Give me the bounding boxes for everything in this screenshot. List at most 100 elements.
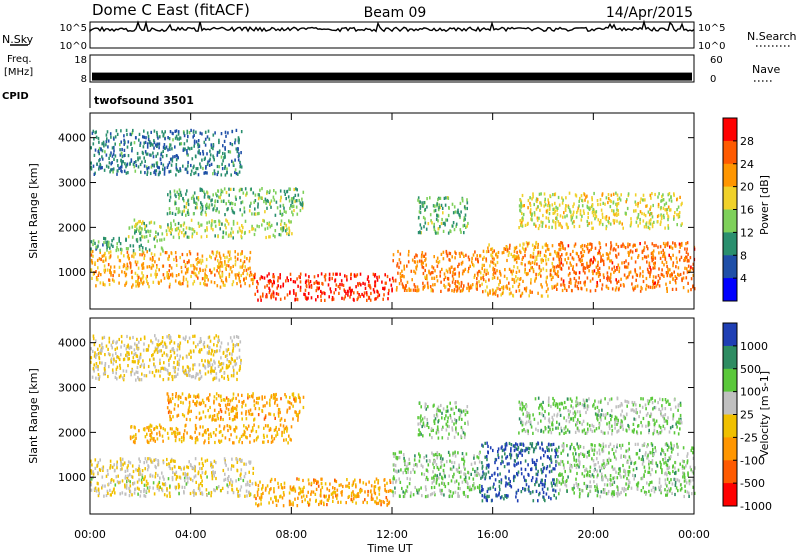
time-tick-label: 00:00 xyxy=(74,528,106,541)
time-axis-labels: 00:00 04:00 08:00 12:00 16:00 20:00 00:00 xyxy=(74,528,710,541)
colorbar-swatch xyxy=(723,483,737,507)
colorbar-tick-label: 4 xyxy=(740,272,747,285)
power-echo-region xyxy=(166,187,305,217)
beam-label: Beam 09 xyxy=(364,5,427,21)
station-title: Dome C East (fitACF) xyxy=(92,1,250,19)
nave-label: Nave xyxy=(752,63,780,76)
range-tick-label: 1000 xyxy=(58,266,86,279)
time-tick-label: 20:00 xyxy=(577,528,609,541)
colorbar-tick-label: -1000 xyxy=(740,500,772,513)
cpid-panel: CPID twofsound 3501 xyxy=(2,88,194,108)
colorbar-swatch xyxy=(723,163,737,188)
range-tick-label: 3000 xyxy=(58,382,86,395)
colorbar-tick-label: -100 xyxy=(740,454,765,467)
power-ylabel: Slant Range [km] xyxy=(27,163,40,259)
range-tick-label: 2000 xyxy=(58,221,86,234)
velocity-echo-region xyxy=(90,334,242,382)
colorbar-swatch xyxy=(723,437,737,461)
freq-tick-top: 18 xyxy=(74,55,87,66)
time-axis-title: Time UT xyxy=(366,542,412,554)
freq-unit-label: [MHz] xyxy=(4,67,33,78)
colorbar-tick-label: 25 xyxy=(740,409,754,422)
colorbar-tick-label: 12 xyxy=(740,226,754,239)
colorbar-swatch xyxy=(723,232,737,256)
colorbar-swatch xyxy=(723,140,737,165)
frequency-panel: Freq. [MHz] 18 8 60 0 Nave xyxy=(4,54,780,85)
velocity-echo-region xyxy=(417,401,469,440)
colorbar-tick-label: -25 xyxy=(740,431,758,444)
velocity-echo-region xyxy=(166,392,305,422)
freq-tick-bottom: 8 xyxy=(81,74,87,85)
colorbar-swatch xyxy=(723,118,737,142)
noise-tick-top-right: 10^5 xyxy=(698,23,725,34)
range-tick-label: 1000 xyxy=(58,471,86,484)
colorbar-swatch xyxy=(723,323,737,347)
velocity-echo-region xyxy=(518,396,683,436)
nsearch-label: N.Search xyxy=(747,30,797,43)
velocity-echo-marks xyxy=(90,334,696,508)
colorbar-tick-label: 28 xyxy=(740,135,754,148)
range-tick-label: 3000 xyxy=(58,177,86,190)
velocity-x-axis xyxy=(89,318,695,514)
power-echo-region xyxy=(127,218,293,240)
frequency-trace xyxy=(92,72,692,81)
colorbar-swatch xyxy=(723,414,737,438)
power-y-axis: 1000 2000 3000 4000 xyxy=(58,132,694,279)
colorbar-swatch xyxy=(723,460,737,484)
power-echo-region xyxy=(417,196,469,235)
noise-tick-bottom: 10^0 xyxy=(60,41,87,52)
colorbar-tick-label: 100 xyxy=(740,386,761,399)
colorbar-swatch xyxy=(723,209,737,233)
colorbar-tick-label: 24 xyxy=(740,158,754,171)
power-x-axis xyxy=(89,113,695,309)
colorbar-tick-label: 16 xyxy=(740,204,754,217)
colorbar-swatch xyxy=(723,278,737,302)
velocity-echo-region xyxy=(129,423,293,445)
power-echo-region xyxy=(90,249,255,289)
power-echo-region xyxy=(253,272,394,302)
power-echo-region xyxy=(555,241,696,293)
power-echo-region xyxy=(90,236,166,253)
noise-panel: N.Sky N.Search 10^5 10^0 10^5 10^0 xyxy=(2,19,797,52)
noise-tick-top: 10^5 xyxy=(60,23,87,34)
time-tick-label: 04:00 xyxy=(175,528,207,541)
power-echo-region xyxy=(90,128,243,177)
power-panel: 1000 2000 3000 4000 Slant Range [km] 28 24 20… xyxy=(27,112,771,310)
colorbar-swatch xyxy=(723,345,737,370)
velocity-echo-region xyxy=(555,441,696,499)
nave-tick-top: 60 xyxy=(710,55,723,66)
velocity-colorbar-label: Velocity [m s-1] xyxy=(758,371,771,457)
nsky-label: N.Sky xyxy=(2,33,34,46)
colorbar-swatch xyxy=(723,368,737,393)
velocity-echo-region xyxy=(480,441,558,503)
date-label: 14/Apr/2015 xyxy=(606,5,693,21)
noise-tick-bottom-right: 10^0 xyxy=(698,41,725,52)
colorbar-swatch xyxy=(723,186,737,210)
velocity-echo-region xyxy=(90,457,255,479)
colorbar-tick-label: 500 xyxy=(740,363,761,376)
range-tick-label: 2000 xyxy=(58,426,86,439)
power-echo-region xyxy=(480,240,557,298)
nave-tick-bottom: 0 xyxy=(710,74,716,85)
velocity-colorbar: 1000 500 100 25 -25 -100 -500 -1000 xyxy=(722,322,772,513)
cpid-value: twofsound 3501 xyxy=(94,94,194,107)
colorbar-tick-label: 1000 xyxy=(740,340,768,353)
power-colorbar: 28 24 20 16 12 8 4 xyxy=(722,117,754,302)
time-tick-label: 00:00 xyxy=(678,528,710,541)
range-tick-label: 4000 xyxy=(58,337,86,350)
time-tick-label: 12:00 xyxy=(376,528,408,541)
colorbar-tick-label: 20 xyxy=(740,181,754,194)
power-colorbar-label: Power [dB] xyxy=(758,175,771,235)
colorbar-swatch xyxy=(723,255,737,279)
colorbar-swatch xyxy=(723,391,737,415)
range-tick-label: 4000 xyxy=(58,132,86,145)
power-echo-region xyxy=(518,191,683,231)
colorbar-tick-label: 8 xyxy=(740,249,747,262)
velocity-echo-region xyxy=(90,475,255,499)
velocity-echo-region xyxy=(253,477,393,508)
cpid-label: CPID xyxy=(2,91,29,102)
velocity-y-axis: 1000 2000 3000 4000 xyxy=(58,337,694,484)
colorbar-tick-label: -500 xyxy=(740,477,765,490)
power-echo-region xyxy=(392,249,482,293)
